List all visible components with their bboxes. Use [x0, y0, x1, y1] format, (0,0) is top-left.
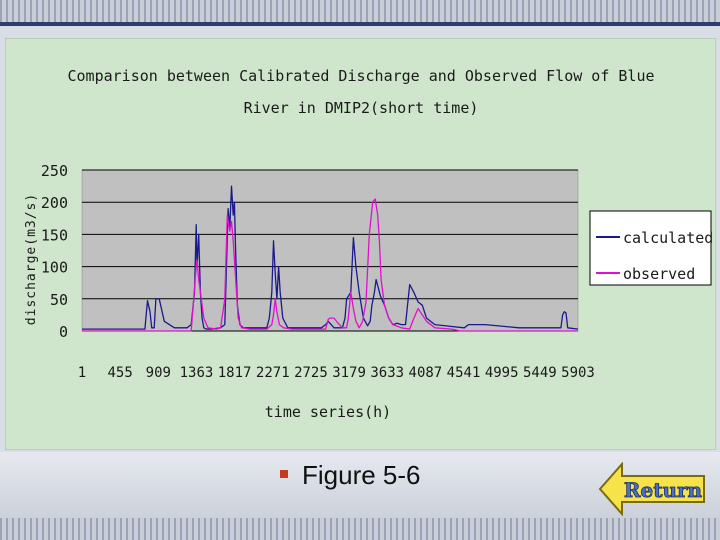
top-frame	[0, 0, 720, 26]
series-line-observed	[82, 198, 578, 332]
y-tick-label: 200	[41, 194, 68, 212]
chart-title-line2: River in DMIP2(short time)	[244, 99, 479, 117]
chart-svg: Comparison between Calibrated Discharge …	[24, 67, 713, 421]
x-tick-label: 1363	[180, 365, 214, 381]
figure-caption: Figure 5-6	[280, 460, 421, 491]
x-tick-label: 455	[108, 365, 133, 381]
y-tick-label: 150	[41, 226, 68, 244]
y-axis-label: discharge(m3/s)	[24, 193, 39, 325]
x-tick-label: 3179	[332, 365, 366, 381]
return-label: Return	[624, 478, 703, 502]
bullet-icon	[280, 470, 288, 479]
x-tick-label: 2271	[256, 365, 290, 381]
x-tick-label: 1817	[218, 365, 252, 381]
legend-label-calculated: calculated	[623, 229, 713, 247]
x-tick-label: 4541	[447, 365, 481, 381]
x-tick-label: 4087	[409, 365, 443, 381]
caption-text: Figure 5-6	[302, 460, 421, 490]
x-tick-label: 3633	[370, 365, 404, 381]
x-tick-labels: 1 455 909 1363 1817 2271 2725 3179 3633 4087 4541 4…	[78, 365, 595, 381]
y-tick-labels: 250 200 150 100 50 0	[41, 162, 68, 341]
return-button[interactable]: Return	[598, 461, 708, 517]
x-tick-label: 2725	[294, 365, 328, 381]
legend-label-observed: observed	[623, 265, 695, 283]
x-tick-label: 909	[146, 365, 171, 381]
chart-title-line1: Comparison between Calibrated Discharge …	[68, 67, 655, 85]
legend: calculated observed	[589, 210, 713, 286]
y-tick-label: 0	[59, 323, 68, 341]
plot-area	[81, 169, 579, 332]
chart-panel: Comparison between Calibrated Discharge …	[5, 38, 716, 450]
arrow-left-icon	[598, 461, 705, 517]
bottom-frame	[0, 452, 720, 540]
x-tick-label: 5449	[523, 365, 557, 381]
y-tick-label: 100	[41, 259, 68, 277]
x-axis-label: time series(h)	[265, 403, 391, 421]
y-tick-label: 50	[50, 291, 68, 309]
x-tick-label: 1	[78, 365, 86, 381]
x-tick-label: 5903	[561, 365, 595, 381]
series-lines	[82, 185, 579, 332]
x-tick-label: 4995	[485, 365, 519, 381]
y-tick-label: 250	[41, 162, 68, 180]
